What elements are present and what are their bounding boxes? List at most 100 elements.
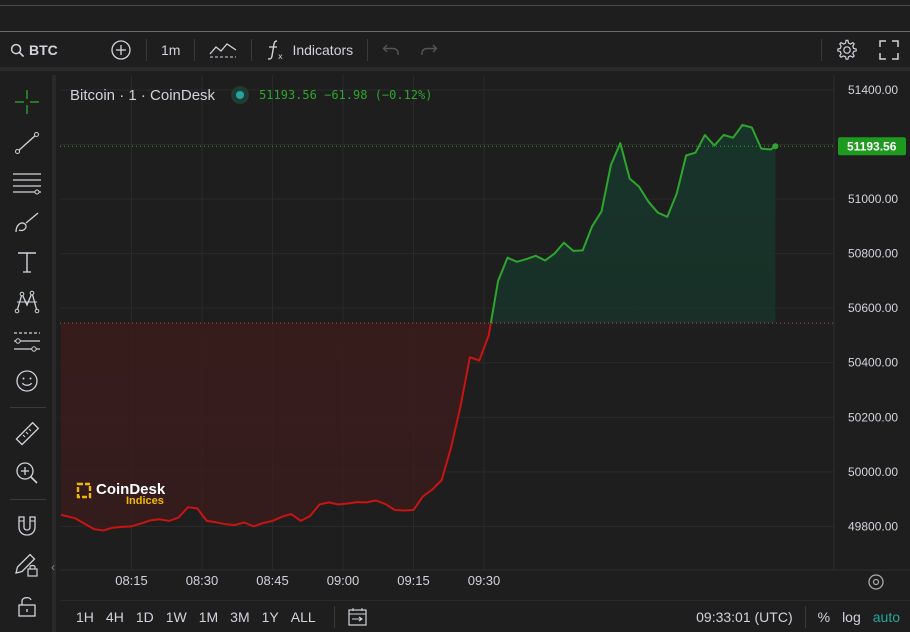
range-button-3m[interactable]: 3M (230, 608, 250, 625)
toolbar-separator (333, 605, 335, 628)
area-below-baseline (61, 323, 776, 531)
toolbar-separator (146, 39, 147, 61)
price-tick-label: 50400.00 (848, 356, 898, 370)
toolbar-divider (10, 499, 46, 500)
calendar-range-icon (348, 607, 367, 626)
time-tick-label: 09:30 (468, 573, 501, 588)
pencil-lock-icon (15, 553, 38, 577)
compare-button[interactable] (100, 33, 142, 67)
range-button-1h[interactable]: 1H (76, 608, 94, 625)
price-tick-label: 50200.00 (848, 410, 898, 424)
time-tick-label: 08:15 (115, 573, 148, 588)
toolbar-separator (367, 39, 369, 61)
search-icon (10, 43, 25, 57)
window-top-strip (0, 0, 910, 32)
last-price-label-text: 51193.56 (847, 139, 897, 153)
market-status-icon[interactable] (231, 86, 250, 104)
lock-tool[interactable] (10, 591, 44, 621)
add-circle-icon (111, 40, 131, 60)
symbol-search[interactable]: BTC (0, 33, 100, 67)
percent-scale-toggle[interactable]: % (817, 608, 831, 625)
trend-line-tool[interactable] (10, 128, 44, 158)
time-tick-label: 09:15 (397, 573, 430, 588)
price-tick-label: 50800.00 (848, 247, 898, 261)
pattern-tool[interactable] (10, 287, 44, 317)
gear-icon (837, 39, 857, 60)
utc-clock[interactable]: 09:33:01 (UTC) (696, 608, 793, 625)
toolbar-divider (10, 407, 46, 408)
auto-scale-toggle[interactable]: auto (872, 608, 900, 625)
time-tick-label: 09:00 (327, 573, 360, 588)
toolbar-separator (194, 39, 196, 61)
range-button-4h[interactable]: 4H (105, 608, 124, 625)
ruler-icon (15, 421, 40, 446)
axis-settings-button[interactable] (868, 574, 884, 590)
fullscreen-button[interactable] (868, 33, 910, 67)
chart-toolbar: BTC 1m x Indicators (0, 33, 910, 71)
range-button-1d[interactable]: 1D (135, 608, 154, 625)
time-tick-label: 08:45 (256, 573, 289, 588)
range-button-1w[interactable]: 1W (165, 608, 187, 625)
magnet-icon (18, 516, 36, 536)
legend-title: Bitcoin · 1 · CoinDesk (70, 86, 216, 104)
price-axis-background (834, 75, 910, 595)
settings-button[interactable] (826, 33, 868, 67)
text-tool[interactable] (10, 247, 44, 277)
drawing-toolbar: ‹ (0, 75, 56, 632)
crosshair-icon (15, 90, 39, 114)
price-tick-label: 51000.00 (848, 192, 898, 206)
magnet-tool[interactable] (10, 511, 44, 541)
text-icon (18, 252, 36, 273)
price-line-up (489, 123, 776, 324)
price-tick-label: 49800.00 (848, 519, 898, 533)
range-button-all[interactable]: ALL (290, 608, 316, 625)
toolbar-separator (821, 39, 822, 61)
smiley-icon (16, 370, 38, 392)
date-range-button[interactable] (347, 606, 369, 628)
brush-tool[interactable] (10, 208, 44, 238)
zoom-in-icon (16, 462, 38, 484)
time-tick-label: 08:30 (186, 573, 219, 588)
zoom-tool[interactable] (10, 458, 44, 488)
price-chart[interactable]: 51400.0051200.0051000.0050800.0050600.00… (60, 75, 910, 595)
log-scale-toggle[interactable]: log (842, 608, 861, 625)
chart-legend: Bitcoin · 1 · CoinDesk 51193.56 −61.98 (… (70, 86, 432, 104)
forecast-tool[interactable] (10, 327, 44, 357)
bottom-toolbar: 1H 4H 1D 1W 1M 3M 1Y ALL 09:33:01 (UTC) % log a… (60, 600, 910, 632)
toolbar-separator (804, 605, 806, 628)
area-above-baseline (490, 124, 776, 324)
fullscreen-icon (879, 40, 899, 60)
coindesk-watermark: CoinDesk Indices (76, 481, 165, 507)
price-tick-label: 50000.00 (848, 465, 898, 479)
collapse-toolbar-icon[interactable]: ‹ (51, 560, 55, 574)
lock-drawing-tool[interactable] (10, 550, 44, 580)
axis-settings-icon-center (872, 578, 880, 586)
range-selector: 1H 4H 1D 1W 1M 3M 1Y ALL (60, 609, 322, 625)
range-button-1y[interactable]: 1Y (261, 608, 279, 625)
watermark-name: CoinDesk (96, 481, 166, 498)
legend-change-percent: (−0.12%) (374, 88, 433, 102)
legend-last-price: 51193.56 (259, 88, 317, 102)
crosshair-tool[interactable] (10, 87, 44, 117)
undo-button[interactable] (372, 33, 410, 67)
symbol-label: BTC (29, 42, 58, 58)
sliders-icon (14, 332, 40, 352)
range-button-1m[interactable]: 1M (198, 608, 219, 625)
price-tick-label: 50600.00 (848, 301, 898, 315)
last-price-label: 51193.56 (838, 137, 906, 156)
undo-icon (382, 44, 399, 55)
chart-canvas[interactable]: 51400.0051200.0051000.0050800.0050600.00… (60, 75, 910, 595)
time-axis[interactable]: 08:15 08:30 08:45 09:00 09:15 09:30 (115, 573, 500, 588)
brush-icon (15, 212, 39, 233)
legend-change: −61.98 (324, 88, 368, 102)
fib-tool[interactable] (10, 168, 44, 198)
trend-line-icon (15, 132, 39, 154)
indicators-button[interactable]: x Indicators (256, 33, 363, 67)
measure-tool[interactable] (10, 419, 44, 449)
emoji-tool[interactable] (10, 366, 44, 396)
interval-button[interactable]: 1m (161, 42, 181, 58)
redo-button[interactable] (410, 33, 448, 67)
price-axis[interactable]: 51400.0051200.0051000.0050800.0050600.00… (848, 83, 898, 533)
chart-style-button[interactable] (199, 33, 247, 67)
line-chart-style-icon (209, 43, 237, 58)
